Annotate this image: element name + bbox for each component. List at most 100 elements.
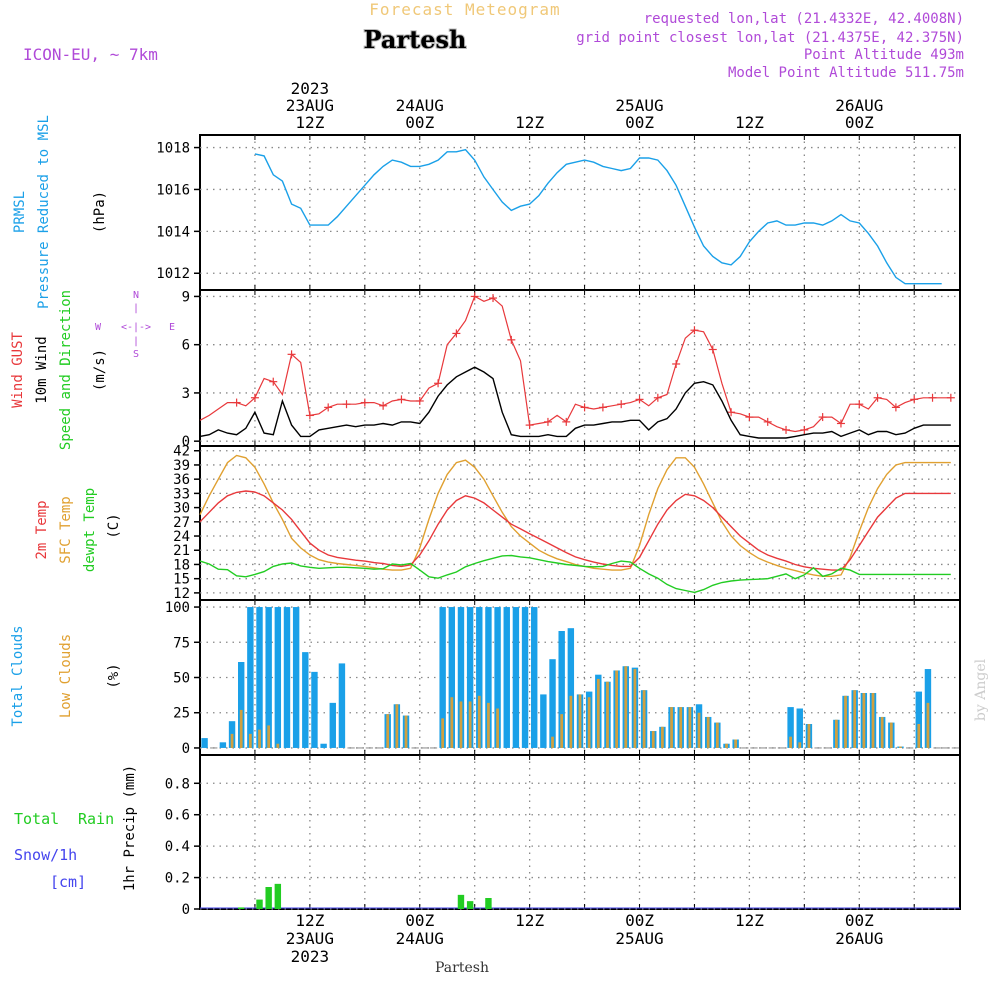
top-axis-label: 24AUG (396, 96, 444, 115)
precip-label-axis: 1hr Precip (mm) (122, 765, 138, 891)
wind-panel: 0 3 6 9 (182, 289, 961, 450)
low-cloud-bar (679, 707, 683, 748)
y-tick-label: 0.4 (165, 839, 190, 855)
total-cloud-bar (494, 607, 501, 748)
pressure-panel: 1012 1014 1016 1018 (156, 134, 961, 291)
total-cloud-bar (448, 607, 456, 748)
low-cloud-bar (230, 733, 234, 748)
panel-frame (199, 289, 961, 447)
dewpt-line (199, 554, 951, 594)
y-tick-label: 30 (173, 501, 190, 517)
low-cloud-bar (477, 695, 481, 748)
requested-coords: requested lon,lat (21.4332E, 42.4008N) (644, 11, 964, 27)
rain-bar (457, 894, 465, 909)
precip-labels: Total Rain Snow/1h [cm] 1hr Precip (mm) (14, 765, 138, 891)
top-axis-label: 2023 (291, 79, 330, 98)
wind-label-unit: (m/s) (92, 349, 108, 391)
wind-label-speed-dir: Speed and Direction (58, 290, 74, 450)
total-cloud-bar (329, 702, 336, 748)
total-cloud-bar (238, 662, 245, 748)
y-tick-label: 50 (173, 671, 190, 687)
compass-rose: N | W <-|-> E | S (95, 290, 175, 360)
y-tick-label: 100 (165, 600, 190, 616)
bottom-axis-label: 25AUG (615, 929, 663, 948)
y-tick-label: 24 (173, 529, 190, 545)
low-cloud-bar (670, 707, 673, 748)
y-tick-label: 1014 (156, 224, 190, 240)
temp-label-2m: 2m Temp (34, 500, 50, 559)
wind-labels: Wind GUST 10m Wind Speed and Direction (… (10, 290, 175, 450)
low-cloud-bar (633, 669, 637, 748)
low-cloud-bar (734, 739, 738, 748)
low-cloud-bar (871, 693, 875, 748)
low-cloud-bar (248, 733, 252, 748)
total-cloud-bar (219, 742, 227, 748)
y-tick-label: 21 (173, 543, 190, 559)
y-tick-label: 0 (182, 741, 190, 757)
y-tick-label: 0.8 (165, 776, 190, 792)
model-label: ICON-EU, ~ 7km (23, 45, 158, 64)
temp-label-dewpt: dewpt Temp (82, 488, 98, 572)
pressure-labels: PRMSL Pressure Reduced to MSL (hPa) (12, 115, 108, 309)
y-tick-label: 33 (173, 486, 190, 502)
low-cloud-bar (853, 690, 857, 748)
station-title: Partesh (364, 25, 467, 54)
low-cloud-bar (642, 690, 646, 748)
bottom-axis-label: 12Z (295, 911, 324, 930)
total-cloud-bar (320, 743, 327, 748)
total-cloud-bar (540, 694, 547, 748)
low-cloud-bar (596, 678, 600, 748)
low-cloud-bar (587, 697, 591, 748)
total-cloud-bar (521, 607, 529, 748)
top-axis-label: 12Z (735, 113, 764, 132)
total-cloud-bar (558, 631, 565, 748)
bottom-axis-label: 2023 (291, 947, 330, 966)
low-cloud-bar (258, 729, 261, 748)
cloud-labels: Total Clouds Low Clouds (%) (10, 625, 122, 726)
low-cloud-bar (487, 702, 490, 748)
low-cloud-bar (569, 695, 573, 748)
y-tick-label: 12 (173, 586, 190, 602)
y-tick-label: 18 (173, 557, 190, 573)
low-cloud-bar (661, 726, 664, 748)
bottom-axis-label: 00Z (625, 911, 654, 930)
low-cloud-bar (844, 695, 847, 748)
low-cloud-bar (926, 702, 930, 748)
rain-bar (238, 907, 245, 909)
y-tick-label: 39 (173, 458, 190, 474)
low-cloud-bar (835, 719, 838, 748)
bottom-axis-label: 12Z (735, 911, 764, 930)
pressure-label-prmsl: PRMSL (12, 191, 28, 233)
total-cloud-bar (247, 607, 254, 748)
model-point-altitude: Model Point Altitude 511.75m (728, 65, 964, 81)
rain-bar (485, 898, 492, 909)
y-tick-label: 1018 (156, 141, 190, 157)
low-cloud-bar (697, 712, 701, 748)
top-axis-label: 00Z (625, 113, 654, 132)
product-title: Forecast Meteogram (369, 0, 560, 19)
low-cloud-bar (386, 714, 390, 748)
total-cloud-bar (549, 659, 556, 748)
temp-label-unit: (C) (106, 513, 122, 538)
top-axis-label: 00Z (845, 113, 874, 132)
total-cloud-bar (915, 691, 922, 748)
low-cloud-bar (468, 701, 472, 748)
low-cloud-bar (560, 714, 564, 748)
total-cloud-bar (485, 607, 492, 748)
pressure-label-msl: Pressure Reduced to MSL (36, 115, 52, 309)
low-cloud-bar (706, 716, 710, 748)
low-cloud-bar (496, 708, 499, 748)
bottom-axis-label: 00Z (405, 911, 434, 930)
low-cloud-bar (899, 746, 902, 748)
cloud-label-low: Low Clouds (58, 634, 74, 718)
temp-label-sfc: SFC Temp (58, 496, 74, 563)
temp-sfc-line (199, 454, 951, 577)
total-cloud-bar (311, 671, 318, 748)
total-cloud-bar (567, 628, 575, 748)
clouds-panel: 0 25 50 75 100 (165, 599, 961, 757)
rain-bar (265, 887, 272, 909)
low-cloud-bar (450, 697, 454, 748)
y-tick-label: 6 (182, 338, 190, 354)
